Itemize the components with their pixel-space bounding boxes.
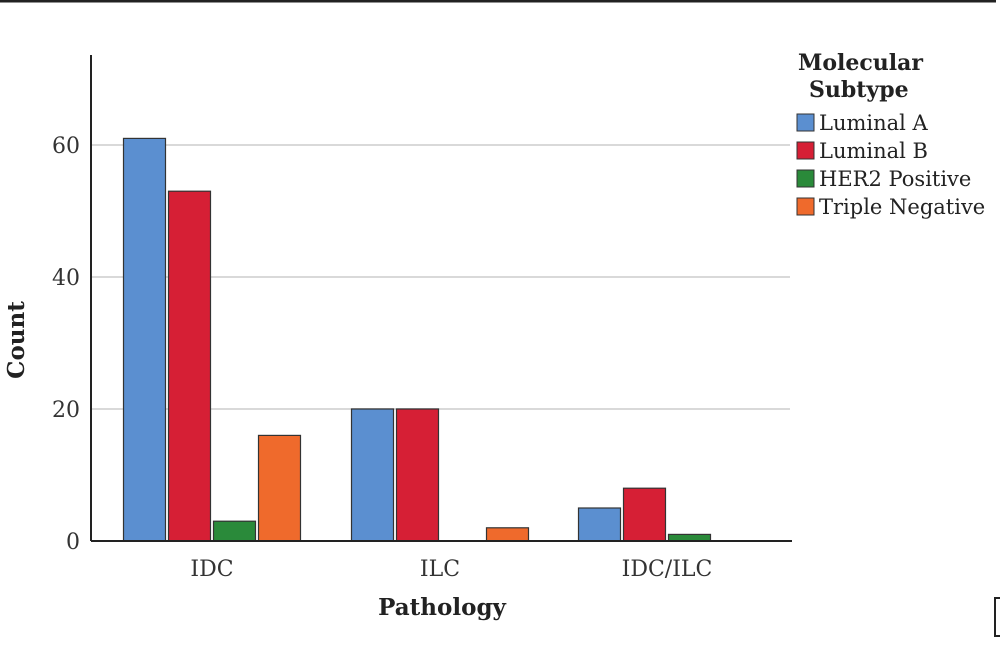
x-tick-label: IDC (190, 557, 233, 582)
legend-label: HER2 Positive (819, 167, 971, 191)
legend-swatch (796, 113, 815, 132)
x-tick-label: IDC/ILC (622, 557, 713, 582)
legend-label: Luminal B (819, 139, 928, 163)
y-tick-label: 60 (52, 134, 80, 159)
legend-swatch (796, 197, 815, 216)
legend-items: Luminal A Luminal B HER2 Positive Triple Ne… (796, 111, 985, 219)
x-axis-title: Pathology (378, 594, 506, 621)
bars (122, 137, 712, 542)
bar-ilc-triple-negative (485, 527, 530, 542)
legend-label: Luminal A (819, 111, 929, 135)
bar-ilc-luminal-a (350, 408, 395, 542)
bar-idc-luminal-b (167, 190, 212, 542)
bar-idc-ilc-luminal-a (577, 507, 622, 542)
y-axis-title: Count (3, 301, 30, 379)
legend-swatch (796, 141, 815, 160)
legend: Molecular Subtype Luminal A Luminal B HER2… (796, 50, 985, 219)
legend-label: Triple Negative (819, 195, 985, 219)
bar-idc-triple-negative (257, 434, 302, 542)
y-tick-label: 20 (52, 398, 80, 423)
x-tick-labels: IDC ILC IDC/ILC (190, 557, 712, 582)
edge-bracket (994, 597, 1000, 637)
bar-idc-her2-positive (212, 520, 257, 542)
y-tick-labels: 0 20 40 60 (52, 134, 80, 555)
y-tick-label: 0 (66, 530, 80, 555)
legend-title-line-1: Molecular (798, 50, 923, 76)
bar-ilc-luminal-b (395, 408, 440, 542)
y-tick-label: 40 (52, 266, 80, 291)
bar-idc-luminal-a (122, 137, 167, 542)
x-tick-label: ILC (420, 557, 460, 582)
bar-idc-ilc-luminal-b (622, 487, 667, 542)
legend-swatch (796, 169, 815, 188)
legend-title-line-2: Subtype (809, 77, 909, 103)
